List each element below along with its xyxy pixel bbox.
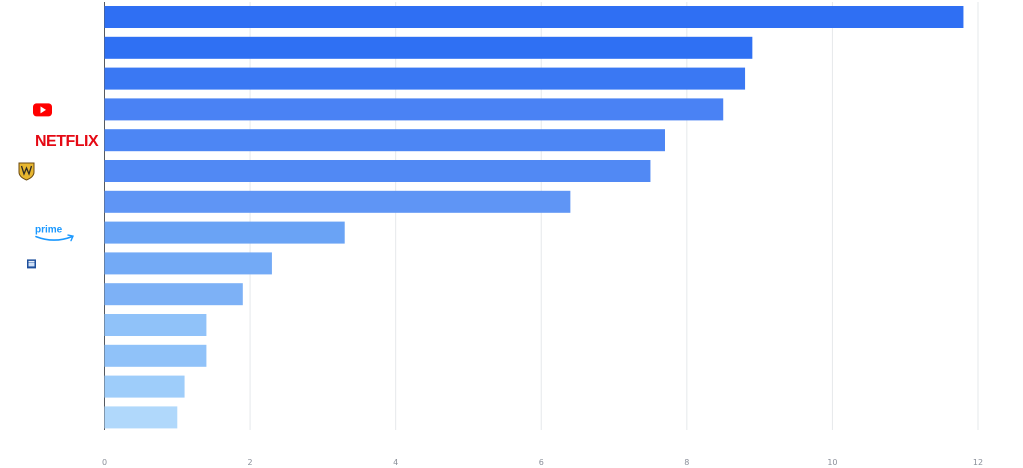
bar-10 [104,283,243,306]
grid-lines [249,2,979,430]
svg-text:NETFLIX: NETFLIX [35,133,99,150]
x-tick-label-0: 0 [102,458,107,467]
x-tick-labels: 0 2 4 6 8 10 12 [102,458,983,467]
x-tick-label-2: 2 [248,458,253,467]
netflix-logo: NETFLIX [35,133,99,150]
prime-video-logo: prime [35,225,74,242]
bar-11 [104,314,207,336]
bar-1 [104,6,964,28]
x-tick-label-12: 12 [973,458,983,467]
x-tick-label-4: 4 [393,458,398,467]
bar-13 [104,375,185,398]
bar-5 [104,129,665,152]
category-logos: NETFLIX prime [18,103,99,269]
bar-6 [104,160,651,182]
bar-7 [104,190,571,213]
x-tick-label-6: 6 [539,458,544,467]
bar-4 [104,98,724,121]
bar-3 [104,67,746,90]
youtube-logo [33,103,52,117]
x-tick-label-10: 10 [827,458,837,467]
bar-9 [104,252,272,275]
small-logo [27,259,36,269]
bar-8 [104,221,345,244]
bar-14 [104,406,178,429]
bars [104,6,964,429]
warner-bros-logo [18,162,35,181]
bar-12 [104,344,207,367]
bar-2 [104,36,753,59]
x-tick-label-8: 8 [684,458,689,467]
svg-text:prime: prime [35,225,63,236]
